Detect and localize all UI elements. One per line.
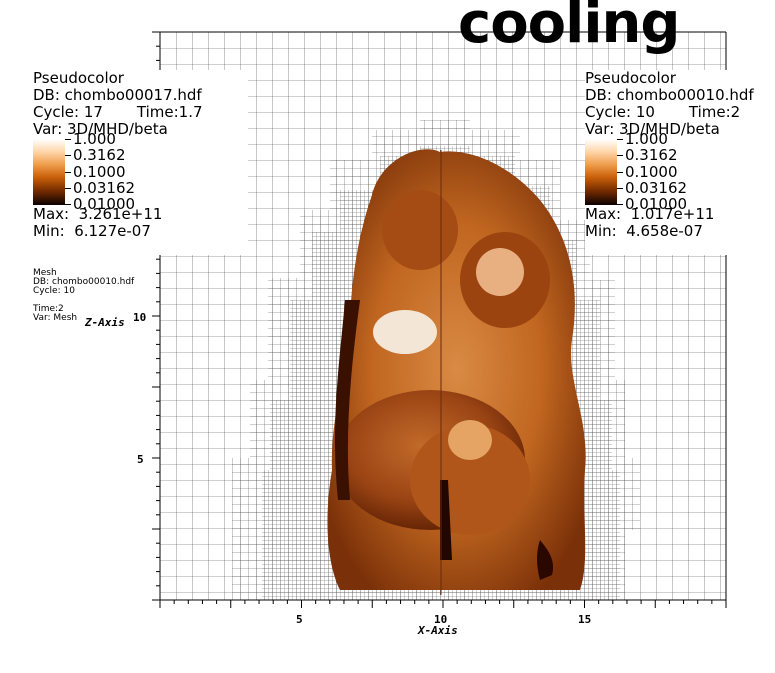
legend-left-time: Time:1.7 [136,103,203,121]
x-tick-label: 15 [578,613,592,626]
legend-right-plot-type: Pseudocolor [585,69,676,87]
legend-left-plot-type: Pseudocolor [33,69,124,87]
colorbar-label: 0.3162 [73,146,126,164]
legend-left-min: Min: 6.127e-07 [33,222,151,240]
legend-right-colorbar: 1.000 0.3162 0.1000 0.03162 0.01000 [585,132,773,212]
colorbar-gradient [33,139,65,205]
legend-left-max: Max: 3.261e+11 [33,205,163,223]
legend-right-cycle: Cycle: 10 [585,103,655,121]
legend-mesh-time: Time:2 [33,304,64,314]
legend-mesh-plot-type: Mesh [33,268,57,278]
colorbar-label: 1.000 [73,130,116,148]
legend-right: Pseudocolor DB: chombo00010.hdf Cycle: 1… [585,70,773,255]
legend-mesh-cycle-time: Cycle: 10 Time:2 [33,287,134,314]
legend-left-db: DB: chombo00017.hdf [33,86,202,104]
legend-left-cycle-time: Cycle: 17 Time:1.7 [33,104,248,121]
plot-title: cooling [458,0,680,56]
colorbar-label: 0.01000 [73,195,136,213]
legend-left-colorbar: 1.000 0.3162 0.1000 0.03162 0.01000 [33,132,248,212]
x-tick-label: 5 [296,613,303,626]
legend-right-cycle-time: Cycle: 10 Time:2 [585,104,773,121]
legend-mesh-db: DB: chombo00010.hdf [33,277,135,287]
x-axis-title: X-Axis [418,624,458,637]
colorbar-gradient [585,139,617,205]
legend-right-max: Max: 1.017e+11 [585,205,715,223]
y-tick-label: 5 [137,453,144,466]
legend-right-min: Min: 4.658e-07 [585,222,703,240]
colorbar-label: 0.01000 [625,195,688,213]
colorbar-label: 1.000 [625,130,668,148]
colorbar-label: 0.03162 [73,179,136,197]
colorbar-label: 0.1000 [73,163,126,181]
colorbar-label: 0.03162 [625,179,688,197]
legend-mesh-cycle: Cycle: 10 [33,286,75,296]
legend-left-var: Var: 3D/MHD/beta [33,120,168,138]
x-tick-label: 10 [434,613,448,626]
legend-mesh: Mesh DB: chombo00010.hdf Cycle: 10 Time:… [33,269,134,323]
legend-right-db: DB: chombo00010.hdf [585,86,754,104]
y-tick-label: 10 [133,311,147,324]
legend-mesh-var: Var: Mesh [33,313,78,323]
legend-left-cycle: Cycle: 17 [33,103,103,121]
legend-left: Pseudocolor DB: chombo00017.hdf Cycle: 1… [33,70,248,255]
legend-right-time: Time:2 [688,103,741,121]
plasma-bubble [327,149,586,595]
colorbar-label: 0.1000 [625,163,678,181]
y-axis-title: Z-Axis [85,316,125,329]
x-ticks [159,600,727,608]
colorbar-label: 0.3162 [625,146,678,164]
legend-right-var: Var: 3D/MHD/beta [585,120,720,138]
